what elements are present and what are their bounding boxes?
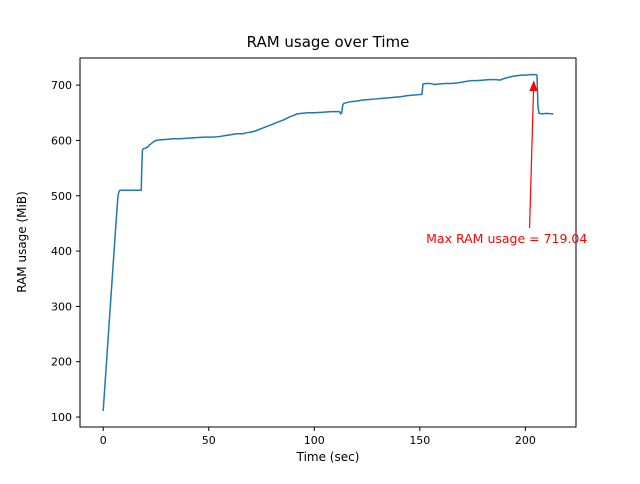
plot-frame	[79, 57, 577, 428]
x-tick-label: 50	[202, 434, 216, 447]
chart-title: RAM usage over Time	[247, 33, 410, 51]
axes-frame	[79, 57, 577, 428]
max-ram-annotation: Max RAM usage = 719.04	[426, 80, 587, 246]
ram-usage-line	[102, 73, 554, 412]
ram-usage-line-series	[102, 73, 554, 412]
axis-ticks: 0 50 100 150 200 100 200 300 400 500 600 700	[51, 79, 536, 447]
y-tick-label: 200	[51, 356, 72, 369]
y-tick-label: 100	[51, 411, 72, 424]
max-annotation-arrow	[528, 80, 538, 228]
y-tick-label: 500	[51, 190, 72, 203]
max-annotation-text: Max RAM usage = 719.04	[426, 231, 587, 246]
x-axis-label: Time (sec)	[296, 450, 360, 464]
y-tick-label: 600	[51, 134, 72, 147]
x-tick-label: 150	[409, 434, 430, 447]
x-tick-label: 200	[515, 434, 536, 447]
x-tick-label: 0	[100, 434, 107, 447]
y-tick-label: 700	[51, 79, 72, 92]
y-tick-label: 400	[51, 245, 72, 258]
y-tick-label: 300	[51, 300, 72, 313]
y-axis-label: RAM usage (MiB)	[15, 191, 29, 293]
x-tick-label: 100	[304, 434, 325, 447]
